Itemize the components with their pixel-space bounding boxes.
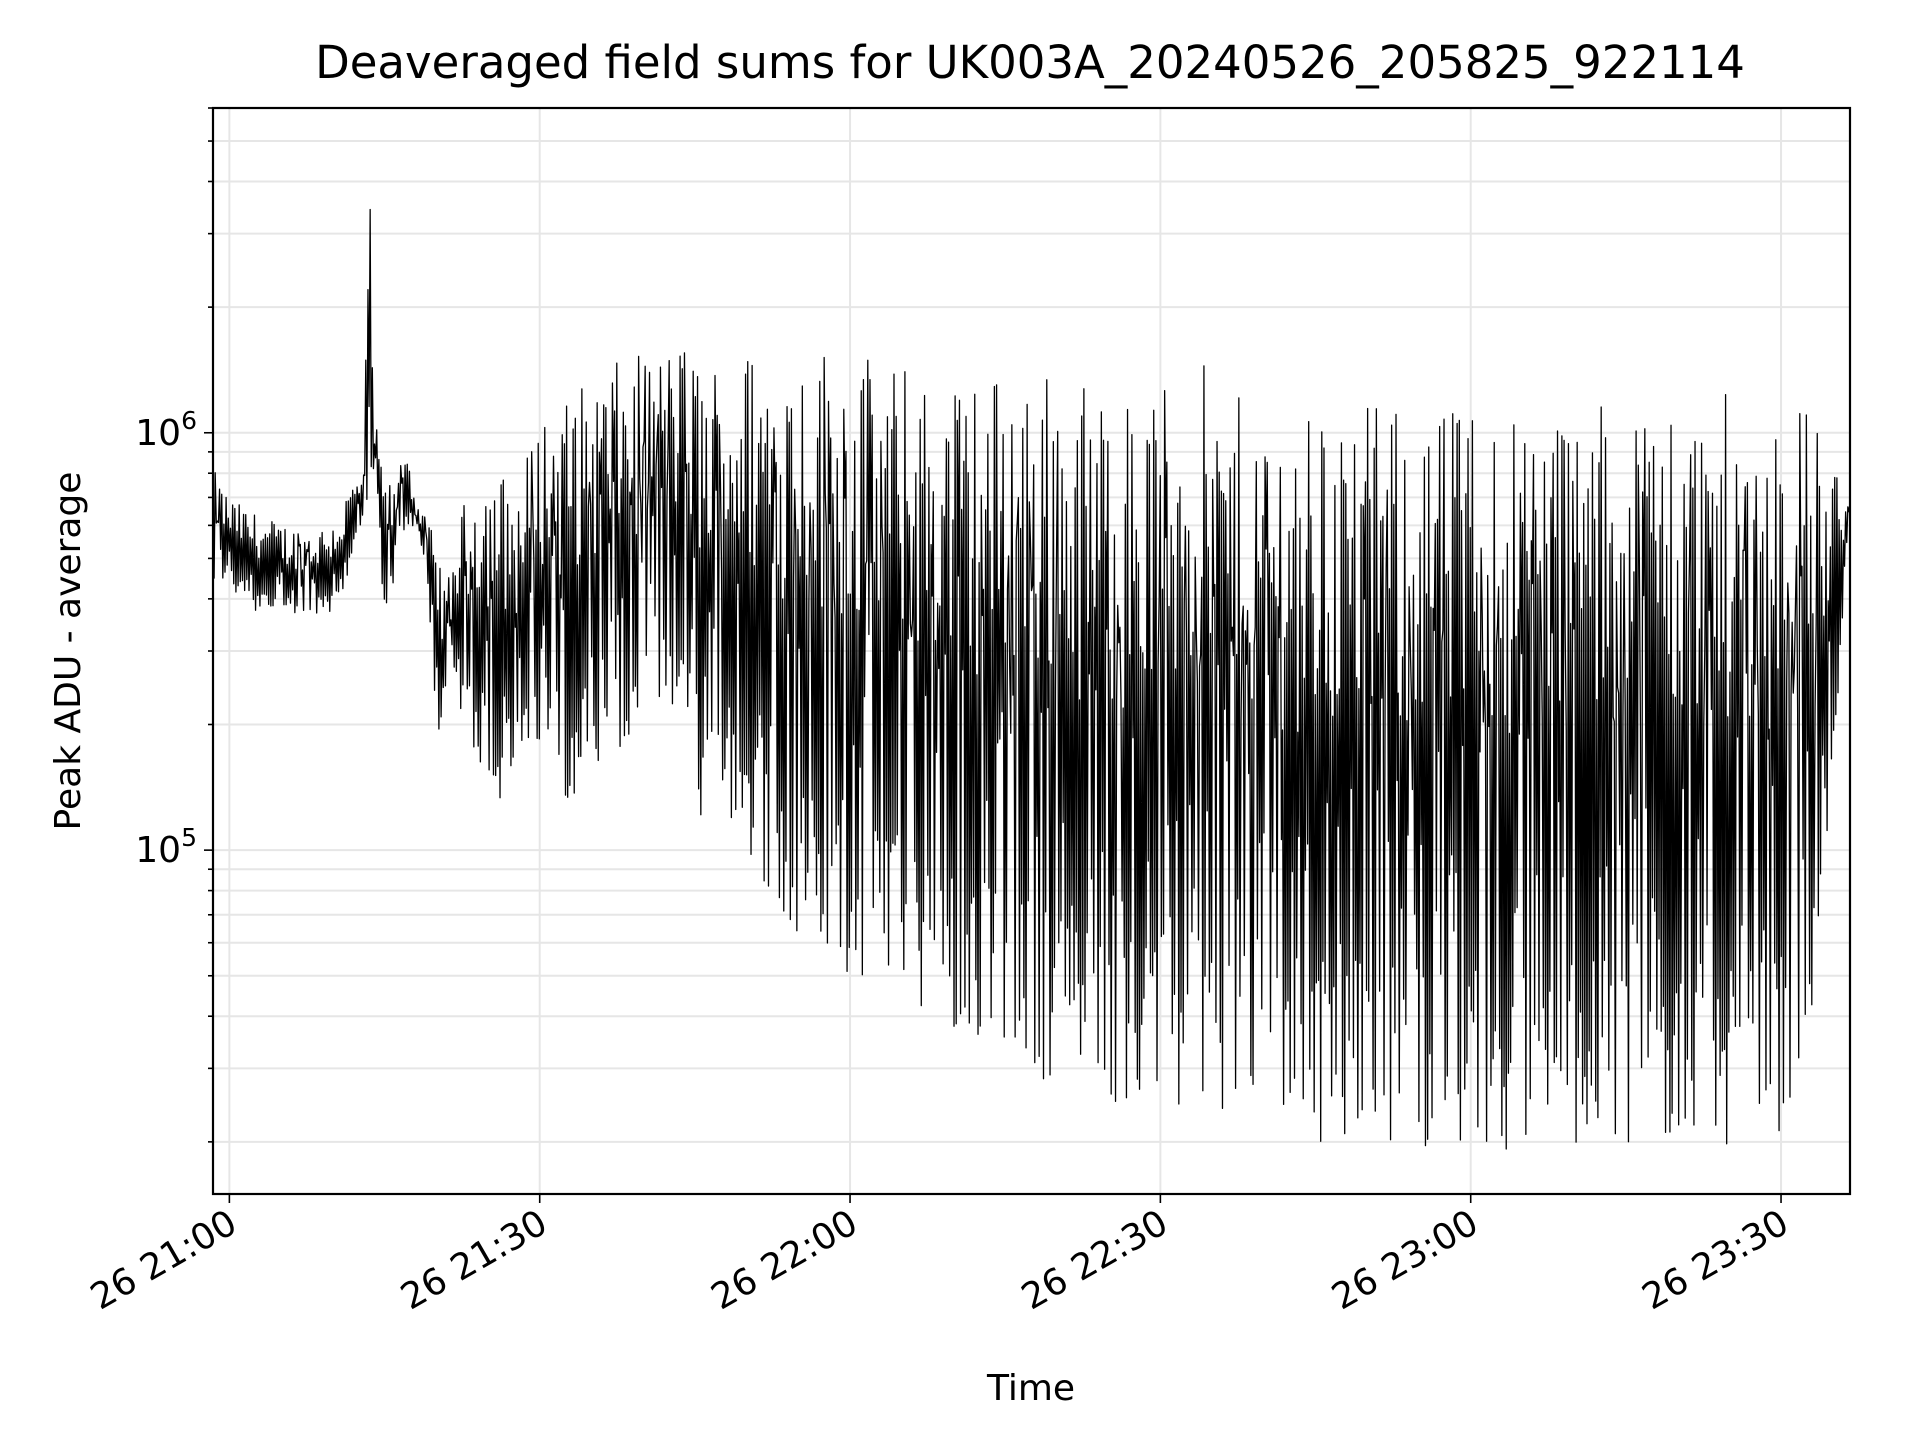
x-axis-label: Time bbox=[986, 1368, 1075, 1409]
y-tick-label: 105 bbox=[135, 823, 197, 871]
y-axis-label: Peak ADU - average bbox=[48, 472, 89, 831]
y-axis: 106 105 bbox=[135, 107, 213, 1143]
data-series bbox=[212, 208, 1851, 1150]
chart-title: Deaveraged field sums for UK003A_2024052… bbox=[315, 36, 1745, 89]
y-tick-label: 106 bbox=[135, 406, 197, 454]
series-line bbox=[212, 208, 1851, 1150]
